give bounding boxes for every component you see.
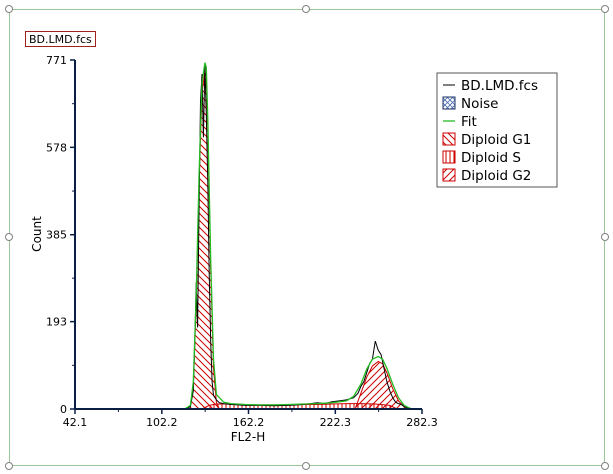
resize-handle-left[interactable] [5,233,13,241]
legend-swatch-g2 [442,168,456,182]
resize-handle-top-left[interactable] [5,5,13,13]
y-tick-label: 385 [46,229,67,242]
resize-handle-bottom-right[interactable] [601,462,609,470]
x-axis-label: FL2-H [231,430,266,444]
legend-swatch-s [442,150,456,164]
histogram-line [184,64,412,410]
legend-box [436,72,558,188]
y-tick-label: 193 [46,316,67,329]
resize-handle-top[interactable] [302,5,310,13]
y-tick-label: 771 [46,54,67,67]
legend-label-g2: Diploid G2 [461,168,531,184]
y-axis-label: Count [30,216,44,252]
x-tick-label: 162.2 [233,416,265,429]
legend-label-noise: Noise [461,96,498,112]
x-tick-label: 222.3 [320,416,352,429]
legend: BD.LMD.fcs Noise Fit Diploid G1 Diploid S Dip… [436,72,558,188]
x-tick-label: 42.1 [63,416,88,429]
resize-handle-bottom[interactable] [302,462,310,470]
legend-label-fit: Fit [461,114,477,130]
resize-handle-bottom-left[interactable] [5,462,13,470]
legend-label-data: BD.LMD.fcs [461,78,538,94]
legend-swatch-g1 [442,132,456,146]
resize-handle-top-right[interactable] [601,5,609,13]
legend-label-g1: Diploid G1 [461,132,531,148]
y-tick-label: 578 [46,141,67,154]
file-name-label: BD.LMD.fcs [25,31,96,47]
x-tick-label: 102.2 [146,416,178,429]
resize-handle-right[interactable] [601,233,609,241]
legend-label-s: Diploid S [461,150,521,166]
fit-line [184,62,412,410]
legend-swatch-noise [442,96,456,110]
y-tick-label: 0 [60,403,67,416]
x-tick-label: 282.3 [406,416,438,429]
